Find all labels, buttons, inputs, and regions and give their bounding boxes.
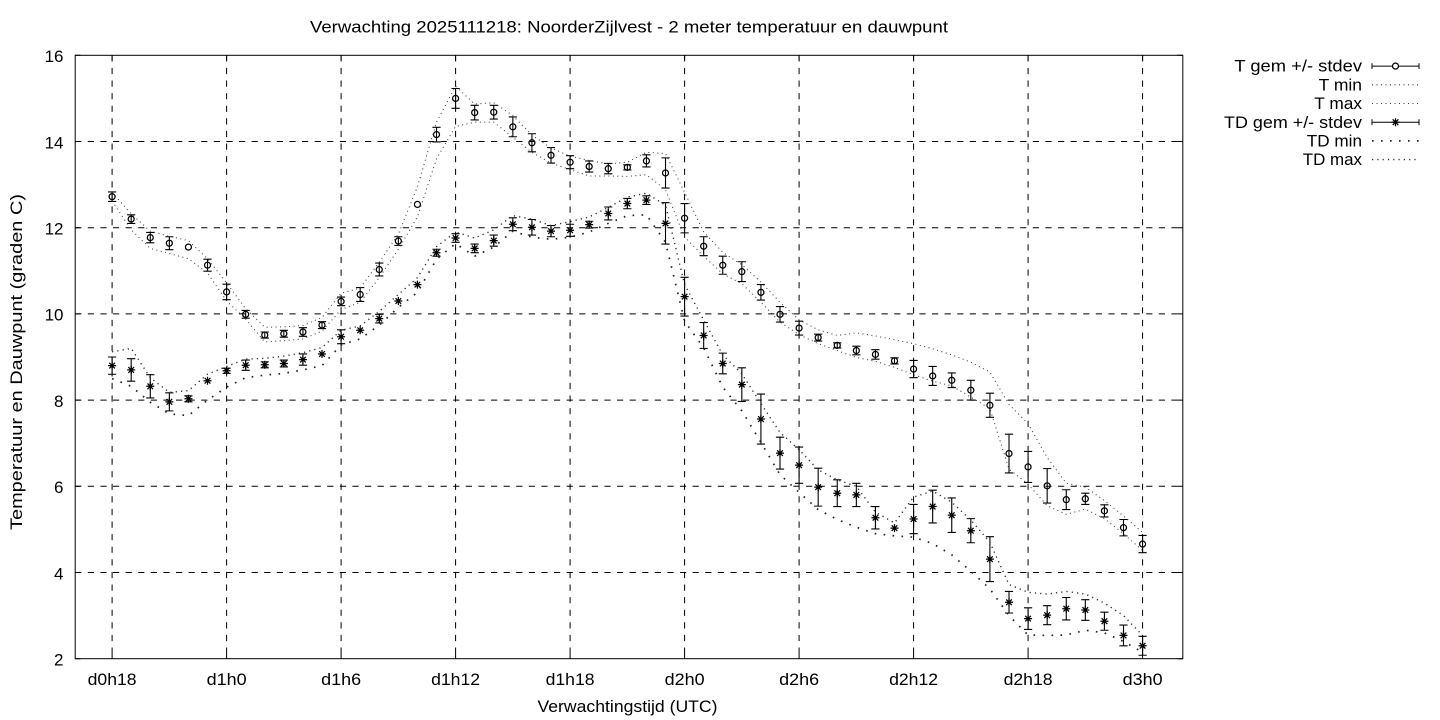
svg-text:14: 14 [45,133,64,152]
svg-text:d2h6: d2h6 [779,670,819,689]
svg-text:TD min: TD min [1307,132,1362,151]
svg-text:d1h6: d1h6 [321,670,361,689]
svg-text:T gem +/- stdev: T gem +/- stdev [1234,57,1362,76]
svg-text:d3h0: d3h0 [1123,670,1163,689]
svg-text:16: 16 [45,47,64,66]
svg-text:6: 6 [54,478,63,497]
svg-text:TD gem +/- stdev: TD gem +/- stdev [1224,113,1363,132]
svg-text:d1h18: d1h18 [546,670,595,689]
svg-text:4: 4 [54,564,63,583]
svg-text:d0h18: d0h18 [88,670,137,689]
svg-text:12: 12 [45,220,64,239]
svg-text:d1h12: d1h12 [431,670,480,689]
svg-text:T min: T min [1319,75,1362,94]
svg-text:8: 8 [54,392,63,411]
svg-text:2: 2 [54,651,63,670]
svg-text:d2h0: d2h0 [665,670,705,689]
svg-text:Verwachtingstijd (UTC): Verwachtingstijd (UTC) [538,697,718,716]
svg-text:d2h12: d2h12 [889,670,938,689]
svg-text:d2h18: d2h18 [1004,670,1053,689]
svg-text:10: 10 [45,306,64,325]
svg-text:Temperatuur en Dauwpunt (grade: Temperatuur en Dauwpunt (graden C) [7,194,26,530]
svg-text:d1h0: d1h0 [207,670,247,689]
svg-text:Verwachting 2025111218: Noorde: Verwachting 2025111218: NoorderZijlvest … [310,18,948,37]
svg-text:TD max: TD max [1303,150,1363,169]
svg-text:T max: T max [1314,94,1362,113]
